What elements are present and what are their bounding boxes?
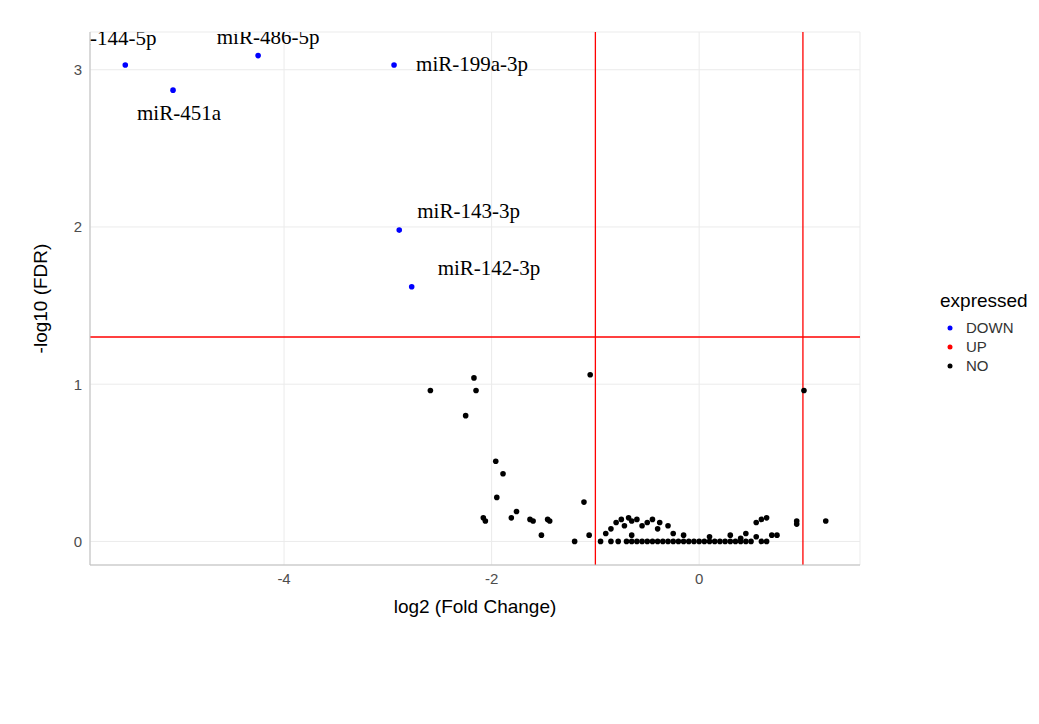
svg-text:miR-199a-3p: miR-199a-3p	[416, 52, 528, 76]
svg-text:-4: -4	[277, 570, 290, 587]
svg-text:miR-142-3p: miR-142-3p	[438, 256, 541, 280]
svg-text:2: 2	[74, 218, 82, 235]
svg-text:1: 1	[74, 376, 82, 393]
html-text:NO: NO	[966, 357, 989, 374]
svg-text:miR-451a: miR-451a	[137, 101, 222, 125]
svg-text:miR-143-3p: miR-143-3p	[417, 199, 520, 223]
html-text:expressed: expressed	[940, 290, 1028, 311]
svg-text:log2 (Fold Change): log2 (Fold Change)	[394, 596, 557, 617]
html-text:DOWN: DOWN	[966, 319, 1014, 336]
svg-text:3: 3	[74, 61, 82, 78]
svg-text:miR-486-5p: miR-486-5p	[217, 32, 320, 49]
svg-text:0: 0	[695, 570, 703, 587]
svg-text:-log10 (FDR): -log10 (FDR)	[30, 244, 51, 354]
svg-text:miR-144-5p: miR-144-5p	[90, 32, 157, 50]
html-text:UP: UP	[966, 338, 987, 355]
svg-text:-2: -2	[485, 570, 498, 587]
svg-text:0: 0	[74, 533, 82, 550]
